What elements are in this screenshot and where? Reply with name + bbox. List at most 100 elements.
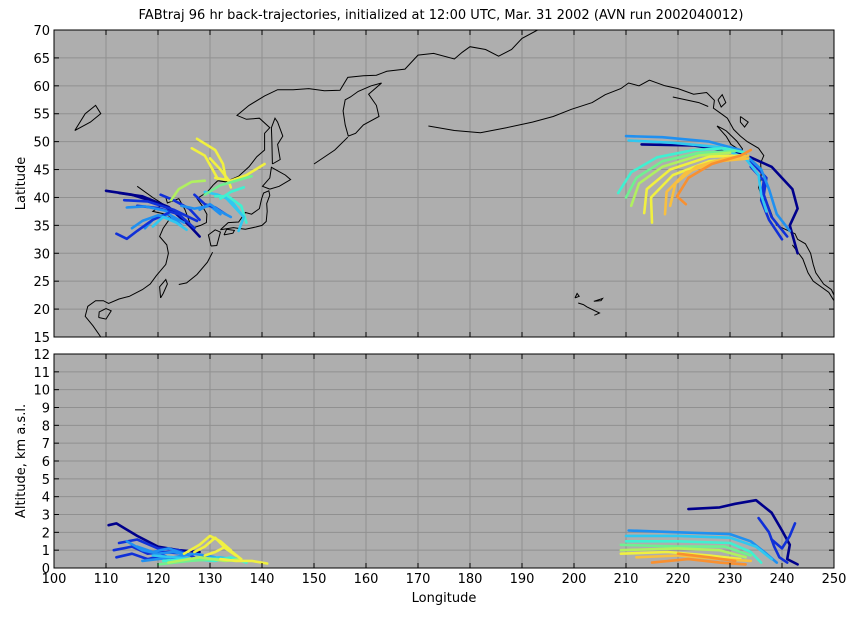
x-tick-label: 120 <box>146 572 171 587</box>
coastline <box>791 244 834 301</box>
trajectory-line <box>757 516 789 564</box>
trajectory-line <box>663 157 750 216</box>
coastline <box>178 251 214 285</box>
y-tick-label: 15 <box>33 331 50 346</box>
map-y-axis: 15 20 25 30 35 40 45 50 55 60 65 70 <box>33 24 834 346</box>
trajectory-line <box>624 134 792 233</box>
coastline <box>717 93 727 108</box>
coastline <box>739 116 749 128</box>
x-tick-label: 220 <box>666 572 691 587</box>
x-tick-label: 160 <box>354 572 379 587</box>
trajectory-line <box>675 148 753 206</box>
altitude-x-label: Longitude <box>412 591 477 606</box>
y-tick-label: 6 <box>42 455 50 470</box>
y-tick-label: 9 <box>42 402 50 417</box>
trajectory-line <box>624 539 763 564</box>
y-tick-label: 11 <box>33 366 50 381</box>
y-tick-label: 8 <box>42 419 50 434</box>
trajectory-line <box>219 186 246 200</box>
coastline <box>578 302 601 316</box>
trajectory-line <box>213 162 266 182</box>
trajectory-line <box>190 147 220 181</box>
trajectory-line <box>182 534 233 556</box>
trajectory-line <box>219 557 269 565</box>
trajectory-line <box>198 202 233 219</box>
map-axes-frame <box>53 29 835 338</box>
y-tick-label: 35 <box>33 219 50 234</box>
x-tick-label: 200 <box>562 572 587 587</box>
x-tick-label: 180 <box>458 572 483 587</box>
x-tick-label: 230 <box>718 572 743 587</box>
y-tick-label: 3 <box>42 509 50 524</box>
y-tick-label: 55 <box>33 108 50 123</box>
altitude-trajectories <box>107 498 799 566</box>
coastline <box>207 229 221 247</box>
trajectory-line <box>687 498 799 566</box>
altitude-y-label: Altitude, km a.s.l. <box>14 404 29 518</box>
coastline <box>220 190 271 231</box>
y-tick-label: 70 <box>33 24 50 39</box>
map-x-axis <box>53 30 835 337</box>
map-trajectories <box>104 134 799 255</box>
y-tick-label: 30 <box>33 247 50 262</box>
trajectory-line <box>169 179 207 202</box>
trajectory-line <box>122 198 199 223</box>
coastline <box>159 278 168 299</box>
trajectory-line <box>619 547 747 559</box>
coastline <box>84 185 172 337</box>
map-plot-area <box>54 30 834 337</box>
x-tick-label: 150 <box>302 572 327 587</box>
coastline <box>98 307 112 320</box>
y-tick-label: 4 <box>42 491 50 506</box>
y-tick-label: 45 <box>33 164 50 179</box>
y-tick-label: 2 <box>42 526 50 541</box>
x-tick-label: 240 <box>770 572 795 587</box>
coastline <box>270 117 284 165</box>
y-tick-label: 65 <box>33 52 50 67</box>
coastline <box>593 297 604 302</box>
coastline <box>716 125 744 152</box>
map-y-label: Latitude <box>14 157 29 211</box>
trajectory-line <box>203 174 253 196</box>
y-tick-label: 7 <box>42 437 50 452</box>
altitude-x-axis: 100 110 120 130 140 150 160 170 180 190 200 210 220 2… <box>42 354 847 587</box>
coastline <box>672 96 709 107</box>
trajectory-line <box>117 191 191 227</box>
map-panel: 15 20 25 30 35 40 45 50 55 60 65 70 Latitude <box>14 24 835 346</box>
x-tick-label: 210 <box>614 572 639 587</box>
y-tick-label: 20 <box>33 303 50 318</box>
coastline <box>213 30 538 185</box>
trajectory-line <box>650 557 747 566</box>
y-tick-label: 40 <box>33 191 50 206</box>
y-tick-label: 1 <box>42 544 50 559</box>
trajectory-line <box>151 215 188 232</box>
figure-title: FABtraj 96 hr back-trajectories, initial… <box>139 8 744 23</box>
x-tick-label: 140 <box>250 572 275 587</box>
trajectory-line <box>676 552 737 563</box>
trajectory-line <box>159 193 201 222</box>
trajectory-line <box>616 147 747 195</box>
coastline <box>261 166 292 190</box>
x-tick-label: 170 <box>406 572 431 587</box>
trajectory-line <box>619 543 753 557</box>
trajectory-line <box>642 154 742 215</box>
y-tick-label: 60 <box>33 80 50 95</box>
coastline <box>574 292 580 299</box>
map-grid <box>54 30 834 337</box>
coastline <box>74 104 102 131</box>
coastline <box>223 228 236 236</box>
x-tick-label: 250 <box>822 572 847 587</box>
trajectory-line <box>624 149 737 199</box>
x-tick-label: 130 <box>198 572 223 587</box>
trajectory-line <box>203 545 243 561</box>
coastline <box>428 79 834 296</box>
coastline <box>342 82 382 137</box>
x-tick-label: 190 <box>510 572 535 587</box>
trajectory-line <box>115 211 170 241</box>
y-tick-label: 25 <box>33 275 50 290</box>
trajectory-line <box>195 137 227 180</box>
x-tick-label: 100 <box>42 572 67 587</box>
